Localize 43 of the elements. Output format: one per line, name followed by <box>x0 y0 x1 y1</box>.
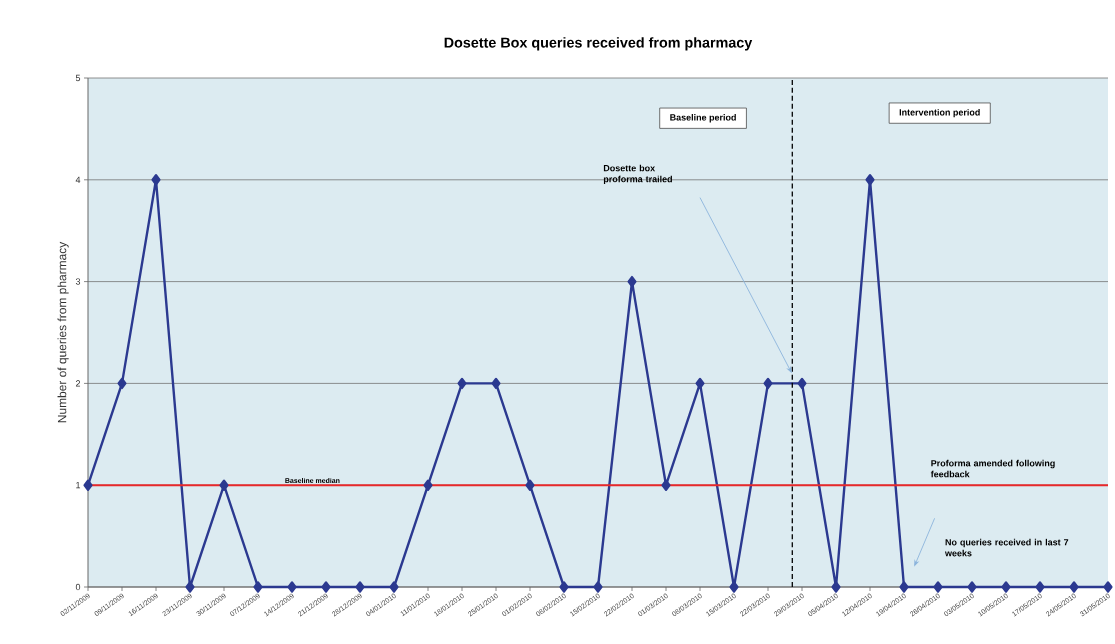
point <box>1103 581 1113 593</box>
annotation: No queries received in last 7 weeks <box>944 538 1069 557</box>
point <box>763 377 773 390</box>
y-tick-label: 2 <box>75 380 81 387</box>
point <box>967 581 977 593</box>
point <box>117 377 127 390</box>
annotation: Intervention period <box>899 108 980 118</box>
point <box>83 479 93 491</box>
point <box>627 275 637 288</box>
point <box>1035 581 1045 593</box>
point <box>1069 581 1079 593</box>
point <box>831 581 841 593</box>
point <box>559 581 569 593</box>
y-tick-label: 5 <box>75 74 81 82</box>
point <box>457 377 467 390</box>
point <box>933 581 943 593</box>
point <box>185 581 195 593</box>
y-axis-title: Number of queries from pharmacy <box>57 241 69 423</box>
y-tick-label: 3 <box>75 278 81 285</box>
point <box>355 581 365 593</box>
point <box>389 581 399 593</box>
point <box>151 174 161 186</box>
annotation: Baseline period <box>670 114 736 123</box>
annotation: Proforma amended following feedback <box>930 459 1055 478</box>
point <box>593 581 603 593</box>
point <box>525 479 535 491</box>
annotation: Dosette box proforma trailed <box>603 164 672 185</box>
point <box>1001 581 1011 593</box>
point <box>253 581 263 593</box>
y-tick-label: 4 <box>75 176 81 183</box>
y-tick-label: 0 <box>75 583 81 591</box>
point <box>219 479 229 491</box>
point <box>695 377 705 390</box>
y-tick-label: 1 <box>76 482 81 489</box>
point <box>899 581 909 593</box>
chart-title: Dosette Box queries received from pharmacy <box>444 37 753 51</box>
point <box>865 174 875 186</box>
point <box>423 479 433 491</box>
point <box>797 377 807 390</box>
point <box>491 377 501 390</box>
point <box>287 581 297 593</box>
point <box>321 581 331 593</box>
point <box>661 479 671 491</box>
